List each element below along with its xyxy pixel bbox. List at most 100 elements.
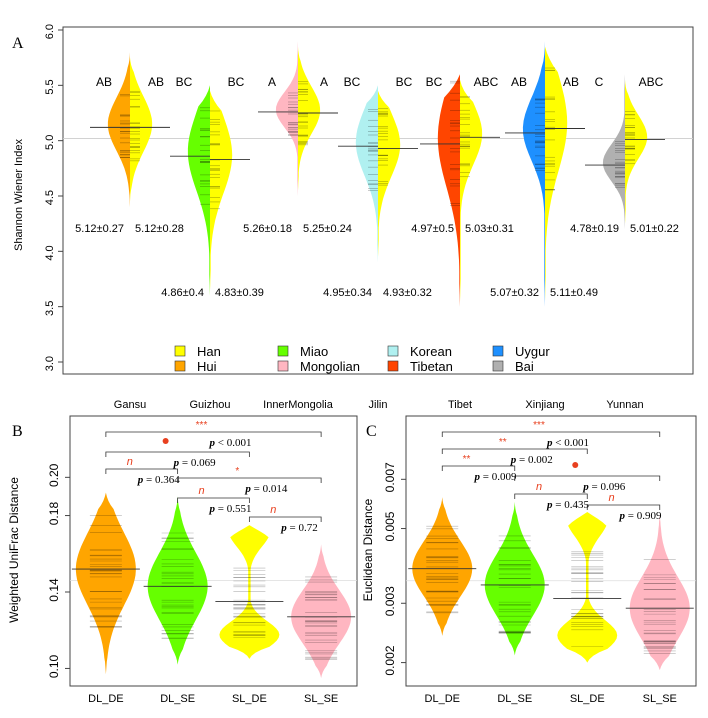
letter-left: AB xyxy=(96,75,112,89)
p-value: p = 0.009 xyxy=(474,471,517,483)
violin-SL_SE xyxy=(629,514,690,671)
panel-c-ylabel: Euclidean Distance xyxy=(361,498,375,601)
p-value-text: = 0.364 xyxy=(146,474,180,486)
x-label-DL_SE: DL_SE xyxy=(160,693,195,705)
panel-a-ytick-label: 4.5 xyxy=(44,190,56,205)
legend-swatch-Hui xyxy=(174,360,186,372)
mean-sd-right: 5.12±0.28 xyxy=(135,223,184,235)
p-value-text: < 0.001 xyxy=(218,437,252,449)
letter-right: BC xyxy=(396,75,413,89)
p-symbol: p xyxy=(546,437,555,449)
bean-right-Jilin xyxy=(378,90,401,257)
mean-sd-left: 5.26±0.18 xyxy=(243,223,292,235)
p-symbol: p xyxy=(619,510,628,522)
p-value: p < 0.001 xyxy=(209,437,252,449)
p-value-text: = 0.909 xyxy=(628,510,662,522)
mean-sd-right: 5.25±0.24 xyxy=(303,223,352,235)
p-symbol: p xyxy=(173,457,182,469)
p-value-text: = 0.551 xyxy=(218,503,252,515)
comparison-bracket xyxy=(177,497,250,503)
ytick-label: 0.002 xyxy=(383,645,397,675)
p-value-text: = 0.014 xyxy=(254,483,288,495)
comparison-bracket xyxy=(177,477,322,483)
x-label-SL_DE: SL_DE xyxy=(232,693,267,705)
mean-sd-left: 5.12±0.27 xyxy=(75,223,124,235)
legend-label-Tibetan: Tibetan xyxy=(410,359,453,374)
bean-right-Tibet xyxy=(460,79,483,302)
legend-swatch-Han xyxy=(174,345,186,357)
letter-right: ABC xyxy=(639,75,664,89)
letter-right: BC xyxy=(228,75,245,89)
sig-marker: n xyxy=(608,492,614,504)
p-value-text: = 0.002 xyxy=(519,454,553,466)
ytick-label: 0.10 xyxy=(47,654,61,678)
p-value: p = 0.909 xyxy=(619,510,662,522)
letter-right: AB xyxy=(148,75,164,89)
p-value: p = 0.002 xyxy=(510,454,553,466)
mean-sd-right: 5.03±0.31 xyxy=(465,223,514,235)
panel-a-ytick-label: 3.0 xyxy=(44,356,56,371)
letter-right: A xyxy=(320,75,328,89)
panel-a-frame xyxy=(62,26,694,375)
x-label-DL_SE: DL_SE xyxy=(497,693,532,705)
p-value-text: = 0.435 xyxy=(555,499,589,511)
sig-marker: n xyxy=(270,504,276,516)
comparison-bracket xyxy=(514,493,588,499)
bean-left-Tibet xyxy=(437,74,460,307)
x-label-Jilin: Jilin xyxy=(369,399,388,411)
panel-b: B Weighted UniFrac Distance 0.10 0.14 0.18… xyxy=(7,415,358,705)
ytick-label: 0.007 xyxy=(383,462,397,492)
legend-label-Miao: Miao xyxy=(300,344,328,359)
letter-left: BC xyxy=(426,75,443,89)
letter-left: A xyxy=(268,75,276,89)
comparison-bracket xyxy=(105,431,322,437)
p-symbol: p xyxy=(474,471,483,483)
sig-marker: *** xyxy=(533,420,545,431)
legend-swatch-Korean xyxy=(387,345,399,357)
p-value-text: = 0.72 xyxy=(290,522,318,534)
legend-swatch-Tibetan xyxy=(387,360,399,372)
bean-left-InnerMongolia xyxy=(275,41,298,196)
mean-sd-left: 5.07±0.32 xyxy=(490,287,539,299)
sig-marker: *** xyxy=(196,420,208,431)
p-value: p = 0.096 xyxy=(582,481,625,493)
comparison-bracket xyxy=(105,451,250,457)
comparison-bracket xyxy=(105,468,179,474)
letter-left: BC xyxy=(344,75,361,89)
ytick-label: 0.20 xyxy=(47,463,61,487)
p-value-text: = 0.069 xyxy=(182,457,216,469)
panel-a-ytick-label: 5.0 xyxy=(44,135,56,150)
bean-right-Yunnan xyxy=(625,79,648,224)
p-symbol: p xyxy=(209,437,218,449)
bean-right-Gansu xyxy=(130,57,153,202)
x-label-SL_SE: SL_SE xyxy=(304,693,338,705)
x-label-SL_DE: SL_DE xyxy=(570,693,605,705)
letter-right: ABC xyxy=(474,75,499,89)
panel-a-ylabel: Shannon Wiener Index xyxy=(13,139,25,251)
p-value-text: = 0.009 xyxy=(483,471,517,483)
panel-c-label: C xyxy=(366,423,377,440)
comparison-bracket xyxy=(441,465,516,471)
comparison-bracket xyxy=(441,448,588,454)
panel-b-ylabel: Weighted UniFrac Distance xyxy=(7,477,21,623)
mean-sd-right: 4.93±0.32 xyxy=(383,287,432,299)
legend-label-Mongolian: Mongolian xyxy=(300,359,360,374)
bean-left-Gansu xyxy=(107,52,130,208)
comparison-bracket xyxy=(441,431,661,437)
panel-a-ytick-label: 6.0 xyxy=(44,24,56,39)
bean-left-Jilin xyxy=(355,85,378,263)
bean-left-Yunnan xyxy=(602,74,625,230)
mean-sd-right: 5.01±0.22 xyxy=(630,223,679,235)
comparison-bracket xyxy=(586,504,661,510)
violin-DL_SE xyxy=(147,496,208,665)
panel-b-frame xyxy=(69,415,358,687)
x-label-DL_DE: DL_DE xyxy=(88,693,123,705)
sig-dot xyxy=(572,462,579,468)
x-label-Gansu: Gansu xyxy=(114,399,146,411)
mean-sd-left: 4.95±0.34 xyxy=(323,287,372,299)
p-value: p < 0.001 xyxy=(546,437,589,449)
letter-left: C xyxy=(595,75,604,89)
bean-right-InnerMongolia xyxy=(298,46,321,191)
sig-dot xyxy=(162,438,169,444)
